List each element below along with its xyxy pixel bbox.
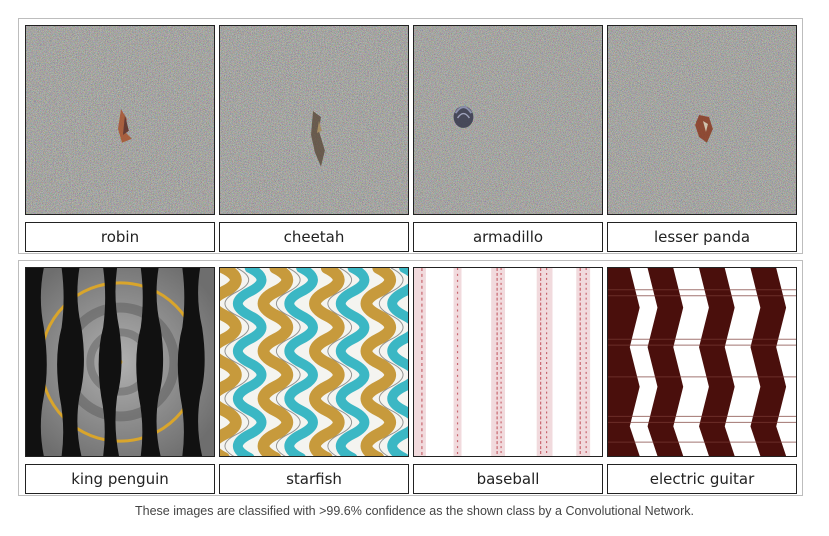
label-cheetah: cheetah: [219, 222, 409, 252]
noise-images-panel: robin cheetah: [18, 18, 803, 254]
label-baseball: baseball: [413, 464, 603, 494]
king-penguin-pattern-image: [25, 267, 215, 457]
label-starfish: starfish: [219, 464, 409, 494]
label-king-penguin: king penguin: [25, 464, 215, 494]
pattern-images-panel: king penguin: [18, 260, 803, 496]
starfish-pattern-image: [219, 267, 409, 457]
armadillo-noise-image: [413, 25, 603, 215]
cheetah-noise-image: [219, 25, 409, 215]
baseball-pattern-image: [413, 267, 603, 457]
robin-noise-image: [25, 25, 215, 215]
electric-guitar-pattern-image: [607, 267, 797, 457]
label-robin: robin: [25, 222, 215, 252]
figure-caption: These images are classified with >99.6% …: [135, 504, 694, 518]
label-electric-guitar: electric guitar: [607, 464, 797, 494]
label-lesser-panda: lesser panda: [607, 222, 797, 252]
lesser-panda-noise-image: [607, 25, 797, 215]
label-armadillo: armadillo: [413, 222, 603, 252]
